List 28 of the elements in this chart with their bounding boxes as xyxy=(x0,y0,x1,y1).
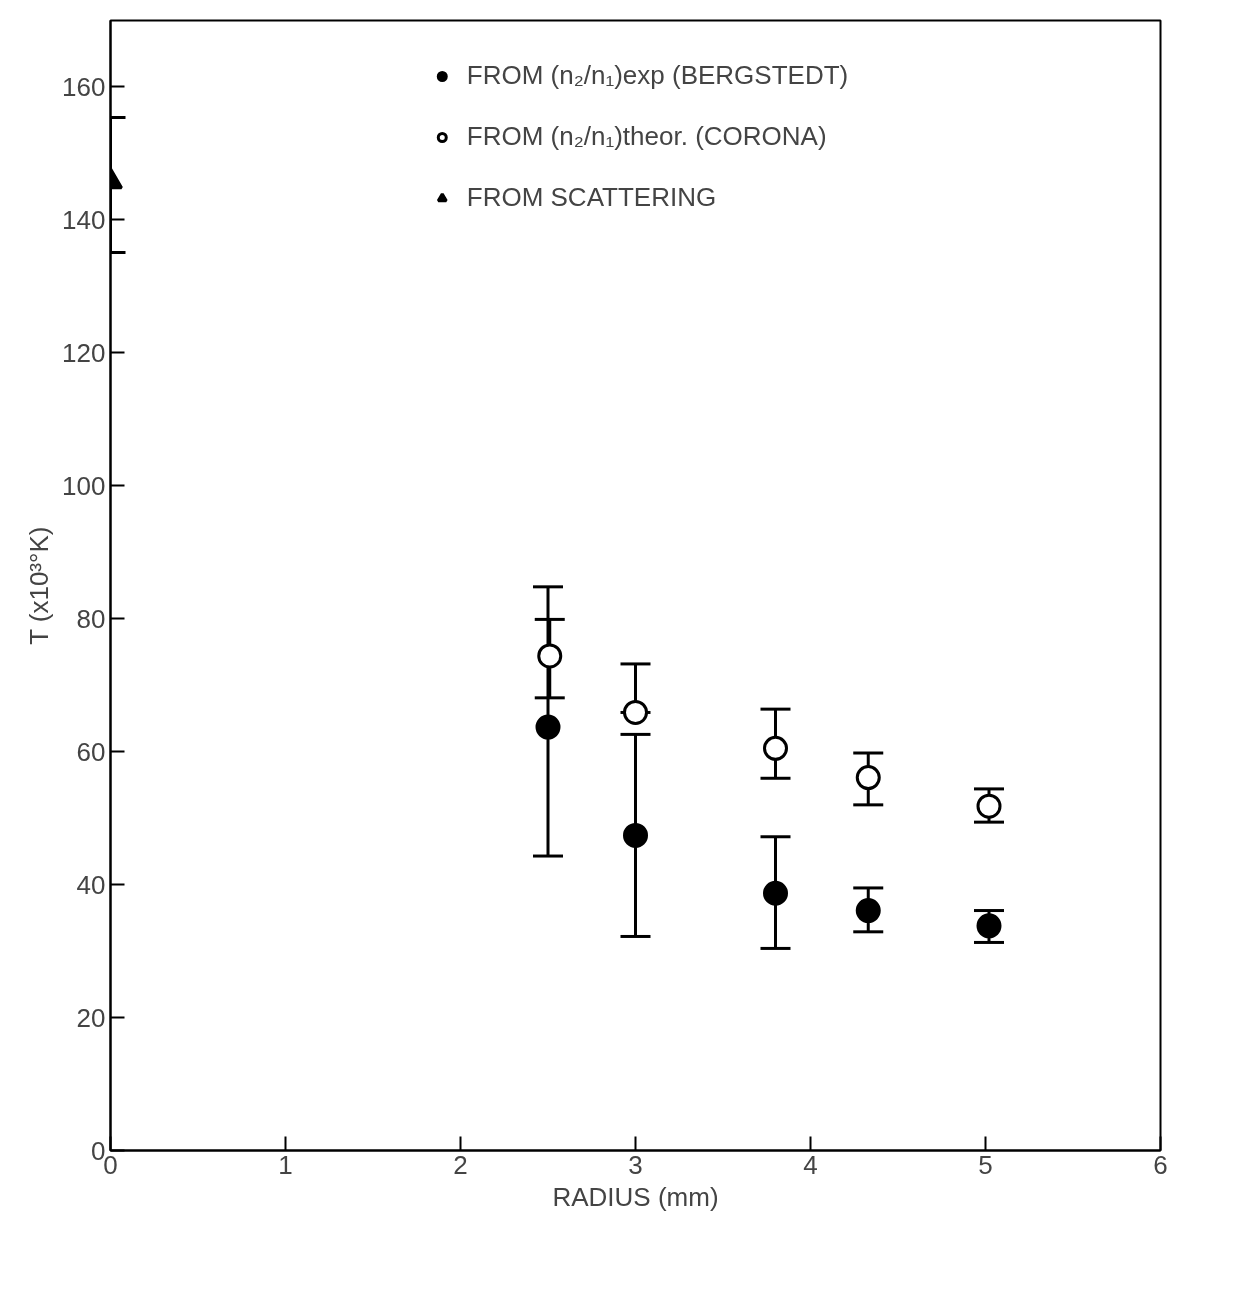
x-tick-label: 6 xyxy=(1153,1149,1168,1180)
x-tick-label: 3 xyxy=(628,1149,643,1180)
y-tick-label: 80 xyxy=(76,603,106,634)
y-tick-label: 140 xyxy=(62,204,106,235)
y-tick-label: 20 xyxy=(76,1002,106,1033)
y-tick-label: 120 xyxy=(62,337,106,368)
y-tick-label: 40 xyxy=(76,869,106,900)
point xyxy=(537,643,563,669)
legend-label: FROM (n₂/n₁)exp (BERGSTEDT) xyxy=(466,60,849,91)
x-tick-label: 4 xyxy=(803,1149,818,1180)
point xyxy=(976,793,1002,819)
x-tick-label: 2 xyxy=(453,1149,468,1180)
point xyxy=(535,714,561,740)
x-tick-label: 1 xyxy=(278,1149,293,1180)
point xyxy=(855,898,881,924)
x-tick-label: 5 xyxy=(978,1149,993,1180)
y-tick-label: 60 xyxy=(76,736,106,767)
point xyxy=(855,765,881,791)
point xyxy=(623,699,648,725)
y-tick-label: 160 xyxy=(62,71,106,102)
y-tick-label: 100 xyxy=(62,470,106,501)
legend-label: FROM (n₂/n₁)theor. (CORONA) xyxy=(466,121,827,152)
point xyxy=(763,735,788,761)
point xyxy=(763,880,788,906)
point xyxy=(623,822,648,848)
legend-label: FROM SCATTERING xyxy=(466,182,717,213)
y-axis-title: T (x10³°K) xyxy=(24,526,55,645)
x-axis-title: RADIUS (mm) xyxy=(552,1181,719,1212)
